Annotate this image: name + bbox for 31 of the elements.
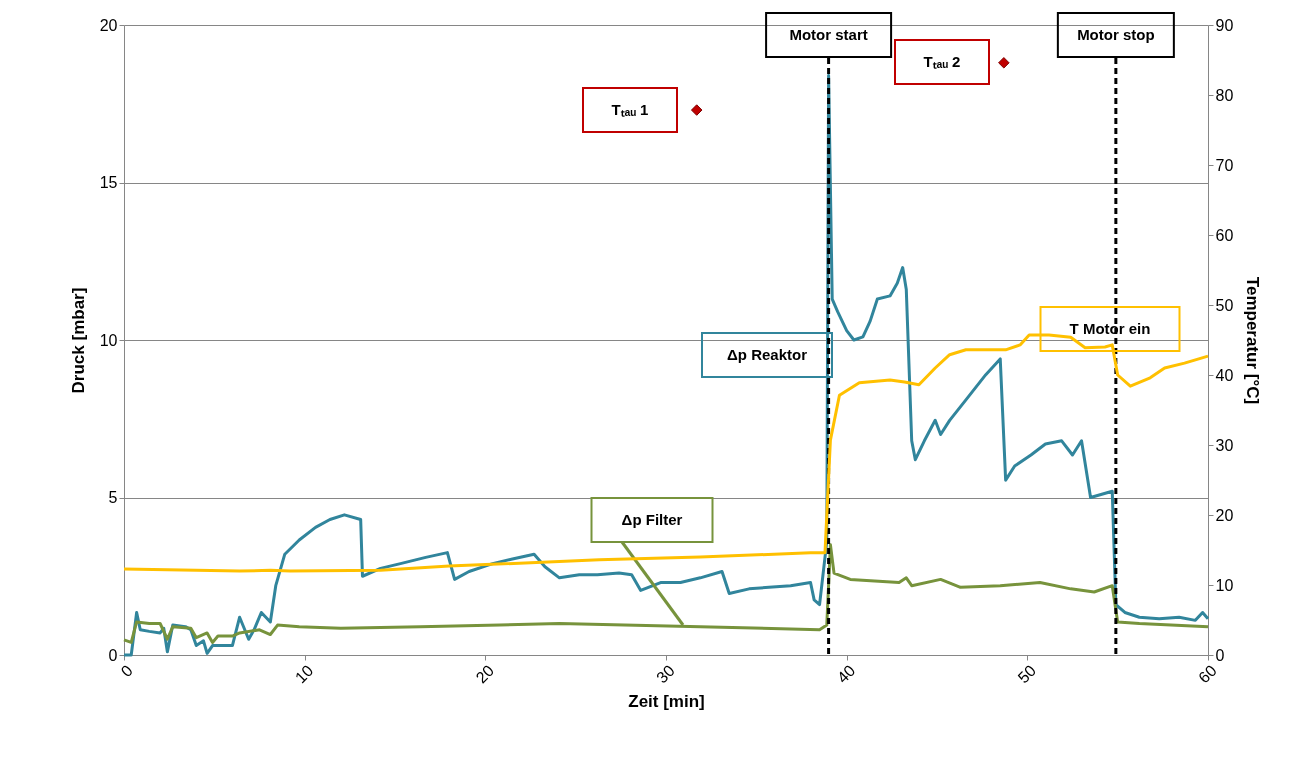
y-tick-label: 20 [99,16,118,34]
y2-tick-label: 60 [1215,226,1234,244]
y2-tick-label: 0 [1215,646,1225,664]
text: Δp Filter [621,511,683,528]
y2-tick-label: 20 [1215,506,1234,524]
series-label: Δp Reaktor [727,346,808,363]
x-tick-label: 60 [1195,661,1220,687]
text: Tₜₐᵤ 1 [611,101,649,118]
y-axis-title: Druck [mbar] [68,287,88,394]
y-tick-label: 5 [108,489,118,506]
y2-tick-label: 50 [1215,296,1234,314]
x-tick-label: 10 [291,661,317,687]
x-tick-label: 50 [1014,661,1040,687]
y2-tick-label: 90 [1215,16,1234,34]
y2-tick-label: 70 [1215,156,1234,174]
x-tick-label: 20 [472,661,498,687]
text: Tₜₐᵤ 2 [923,53,961,70]
y-tick-label: 15 [99,174,118,191]
x-tick-label: 40 [833,661,859,687]
x-tick-label: 30 [653,661,678,687]
y2-tick-label: 80 [1215,86,1234,104]
y2-tick-label: 40 [1215,366,1234,384]
y2-tick-label: 30 [1215,436,1234,454]
y2-tick-label: 10 [1215,576,1234,594]
y2-axis-title: Temperatur [°C] [1243,276,1263,405]
y-tick-label: 0 [108,646,118,664]
ref-line-label: Motor start [789,26,868,43]
x-axis-title: Zeit [min] [628,692,705,712]
ref-line-label: Motor stop [1077,26,1155,43]
y-tick-label: 10 [99,331,118,349]
series-label: T Motor ein [1069,320,1151,337]
